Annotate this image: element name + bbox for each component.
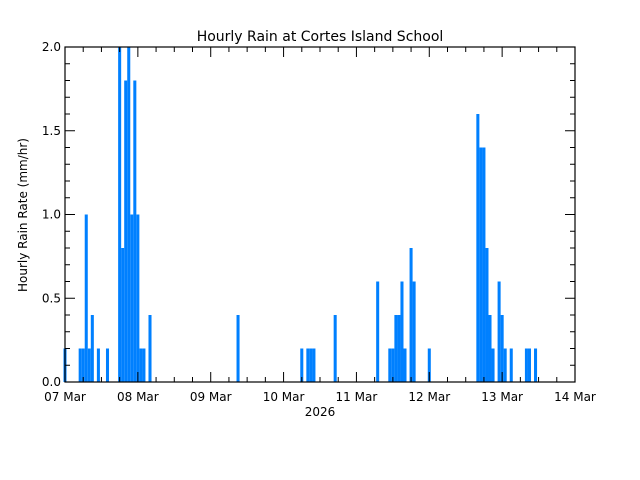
rain-bar xyxy=(479,147,483,382)
rain-bar xyxy=(391,348,395,382)
x-tick-label: 13 Mar xyxy=(481,390,523,404)
rain-bar xyxy=(500,315,504,382)
rain-bar xyxy=(397,315,401,382)
rain-bar xyxy=(124,80,128,382)
rain-bar xyxy=(142,348,146,382)
rain-bar xyxy=(394,315,398,382)
rain-bar xyxy=(105,348,110,382)
rain-bar xyxy=(497,281,501,382)
rain-bar xyxy=(312,348,316,382)
rain-bar xyxy=(376,281,380,382)
chart-title: Hourly Rain at Cortes Island School xyxy=(197,29,444,45)
rain-bar xyxy=(491,348,495,382)
y-tick-label: 0.0 xyxy=(42,375,61,389)
rain-bar xyxy=(90,315,94,382)
rain-bar xyxy=(527,348,531,382)
rain-bar xyxy=(130,214,134,382)
y-tick-label: 1.5 xyxy=(42,124,61,138)
y-axis-label: Hourly Rain Rate (mm/hr) xyxy=(16,138,30,292)
rain-bar xyxy=(476,114,480,382)
bar-series xyxy=(63,47,538,382)
rain-bar xyxy=(139,348,143,382)
rain-bar xyxy=(400,281,404,382)
rain-bar xyxy=(485,248,489,382)
y-tick-label: 2.0 xyxy=(42,40,61,54)
rain-bar xyxy=(482,147,486,382)
rain-bar xyxy=(333,315,337,382)
rain-bar xyxy=(306,348,310,382)
rain-bar xyxy=(524,348,528,382)
rain-bar xyxy=(84,214,88,382)
rain-bar xyxy=(96,348,100,382)
rain-bar xyxy=(534,348,538,382)
x-tick-label: 07 Mar xyxy=(44,390,86,404)
rain-bar xyxy=(412,281,416,382)
rain-bar xyxy=(236,315,240,382)
rain-bar xyxy=(488,315,492,382)
rain-bar xyxy=(118,47,122,382)
rain-bar xyxy=(309,348,313,382)
rain-bar xyxy=(133,80,137,382)
rain-bar xyxy=(300,348,304,382)
rain-bar xyxy=(127,47,131,382)
rain-bar xyxy=(87,348,91,382)
x-tick-label: 12 Mar xyxy=(408,390,450,404)
rain-bar xyxy=(136,214,140,382)
rain-bar xyxy=(388,348,392,382)
x-axis: 07 Mar 08 Mar 09 Mar 10 Mar 11 Mar 12 Mar 13 M… xyxy=(44,47,596,404)
rain-bar xyxy=(503,348,507,382)
rain-bar xyxy=(78,348,82,382)
rain-bar xyxy=(403,348,407,382)
x-tick-label: 11 Mar xyxy=(336,390,378,404)
y-tick-label: 0.5 xyxy=(42,291,61,305)
x-tick-label: 14 Mar xyxy=(554,390,596,404)
x-axis-label: 2026 xyxy=(305,405,336,419)
x-tick-label: 09 Mar xyxy=(190,390,232,404)
rain-bar xyxy=(509,348,513,382)
rain-bar xyxy=(148,315,152,382)
rain-bar xyxy=(409,248,413,382)
rain-bar xyxy=(121,248,125,382)
x-tick-label: 10 Mar xyxy=(263,390,305,404)
y-axis: 0.0 0.5 1.0 1.5 2.0 xyxy=(42,40,575,389)
rain-bar xyxy=(81,348,85,382)
x-tick-label: 08 Mar xyxy=(117,390,159,404)
y-tick-label: 1.0 xyxy=(42,208,61,222)
rain-bar xyxy=(427,348,431,382)
